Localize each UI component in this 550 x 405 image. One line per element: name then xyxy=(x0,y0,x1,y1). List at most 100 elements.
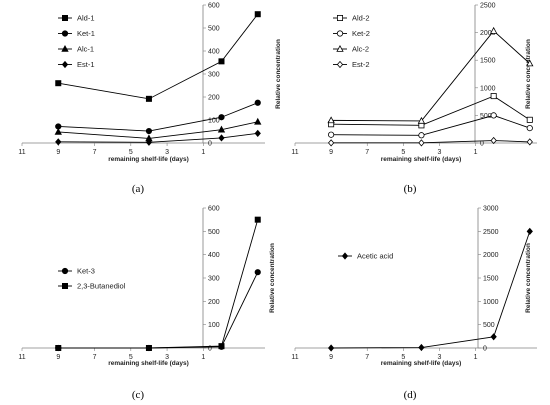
data-point xyxy=(254,129,261,137)
data-point xyxy=(490,333,497,341)
series-alc-2 xyxy=(327,26,534,124)
y-tick-label: 0 xyxy=(208,346,212,353)
legend-label: Est-2 xyxy=(352,60,370,69)
chart-panel-c: 11 9 7 5 3 10 100 200 300 400 500 600 remaining shel… xyxy=(18,206,265,401)
y-tick-label: 500 xyxy=(208,229,220,236)
legend-label: Acetic acid xyxy=(357,252,393,261)
data-point xyxy=(526,59,534,67)
y-tick-label: 0 xyxy=(208,141,212,148)
y-tick-label: 200 xyxy=(208,299,220,306)
series-ald-1 xyxy=(55,11,261,102)
x-tick-label: 7 xyxy=(93,354,97,361)
y-tick-label: 400 xyxy=(208,252,220,259)
legend-entry: Acetic acid xyxy=(338,252,393,261)
y-tick-label: 500 xyxy=(483,322,495,329)
data-point xyxy=(418,132,425,139)
series-line xyxy=(58,219,259,349)
y-axis-label: Relative concentration xyxy=(525,39,532,109)
legend-marker xyxy=(62,14,69,21)
data-point xyxy=(328,131,335,138)
y-tick-label: 300 xyxy=(208,72,220,79)
data-point xyxy=(145,95,152,102)
legend-marker xyxy=(336,60,344,69)
series-line xyxy=(331,231,531,349)
x-tick-label: 1 xyxy=(201,149,205,156)
y-tick-label: 1000 xyxy=(483,299,499,306)
x-tick-label: 9 xyxy=(56,149,60,156)
panel-label: (a) xyxy=(132,183,145,195)
data-point xyxy=(145,138,153,146)
x-tick-label: 5 xyxy=(401,149,405,156)
legend-marker xyxy=(341,252,349,260)
legend-entry: 2,3-Butanediol xyxy=(58,282,126,291)
x-tick-label: 11 xyxy=(18,354,25,361)
data-point xyxy=(526,124,533,132)
data-point xyxy=(327,116,335,124)
x-tick-label: 1 xyxy=(474,354,478,361)
y-tick-label: 500 xyxy=(208,26,220,33)
x-tick-label: 3 xyxy=(438,149,442,156)
data-point xyxy=(526,116,533,123)
data-point xyxy=(254,99,261,106)
data-point xyxy=(145,344,152,351)
x-tick-label: 11 xyxy=(291,354,298,361)
data-point xyxy=(55,138,62,146)
data-point xyxy=(490,93,497,100)
data-point xyxy=(54,127,62,135)
x-tick-label: 11 xyxy=(291,149,298,156)
y-tick-label: 1500 xyxy=(483,276,499,283)
legend-label: Est-1 xyxy=(77,60,95,69)
y-tick-label: 200 xyxy=(208,95,220,102)
data-point xyxy=(55,80,62,87)
data-point xyxy=(218,343,225,350)
data-point xyxy=(55,344,62,351)
x-tick-label: 7 xyxy=(365,149,369,156)
series-ald-2 xyxy=(328,93,533,129)
y-tick-label: 2000 xyxy=(483,252,499,259)
legend-marker xyxy=(61,60,69,69)
y-axis-label: Relative concentration xyxy=(275,39,282,109)
data-point xyxy=(217,125,226,133)
data-point xyxy=(526,227,533,235)
x-tick-label: 1 xyxy=(474,149,478,156)
legend-marker xyxy=(61,44,69,52)
series-line xyxy=(58,13,259,100)
series-alc-1 xyxy=(54,117,262,142)
series-est-1 xyxy=(55,129,261,146)
series-line xyxy=(331,140,530,144)
legend-entry: Alc-1 xyxy=(58,45,94,54)
legend-label: Ald-1 xyxy=(77,14,95,23)
legend-entry: Alc-2 xyxy=(333,45,369,54)
data-point xyxy=(418,343,425,352)
legend-entry: Ket-2 xyxy=(333,29,370,38)
y-tick-label: 300 xyxy=(208,276,220,283)
series-line xyxy=(58,121,258,139)
series-2-3-butanediol xyxy=(55,216,261,351)
data-point xyxy=(254,269,261,276)
y-tick-label: 100 xyxy=(208,322,220,329)
y-tick-label: 2000 xyxy=(480,30,496,37)
data-point xyxy=(418,139,425,147)
legend-marker xyxy=(62,282,69,289)
panel-label: (b) xyxy=(404,183,417,195)
x-tick-label: 9 xyxy=(329,354,333,361)
x-tick-label: 7 xyxy=(93,149,97,156)
data-point xyxy=(254,216,261,223)
series-ket-1 xyxy=(55,99,261,135)
data-point xyxy=(327,139,335,147)
y-tick-label: 0 xyxy=(480,141,484,148)
series-line xyxy=(331,95,531,126)
chart-panel-d: 11 9 7 5 3 10 500 1000 1500 2000 2500 3000 remaining… xyxy=(269,206,537,401)
data-point xyxy=(218,134,225,142)
legend-entry: Ket-3 xyxy=(58,267,95,276)
x-tick-label: 3 xyxy=(438,354,442,361)
legend-label: Ket-1 xyxy=(77,29,95,38)
data-point xyxy=(417,116,426,124)
legend-label: Ket-3 xyxy=(77,267,95,276)
x-tick-label: 5 xyxy=(129,354,133,361)
y-tick-label: 0 xyxy=(483,346,487,353)
x-tick-label: 3 xyxy=(165,149,169,156)
y-tick-label: 400 xyxy=(208,49,220,56)
legend-entry: Ald-1 xyxy=(58,14,95,23)
x-tick-label: 1 xyxy=(201,354,205,361)
